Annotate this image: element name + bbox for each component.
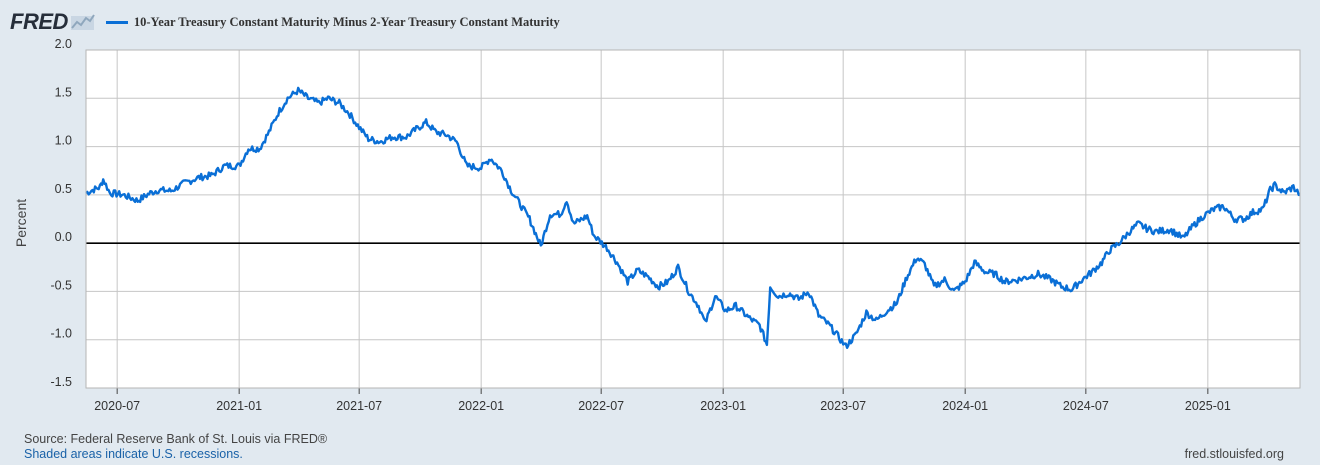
y-tick-label: 1.0 xyxy=(55,134,72,148)
chart-legend: 10-Year Treasury Constant Maturity Minus… xyxy=(105,14,560,30)
x-tick-label: 2022-07 xyxy=(578,399,624,413)
y-tick-label: -1.5 xyxy=(50,375,72,389)
y-tick-label: -1.0 xyxy=(50,327,72,341)
y-tick-label: 1.5 xyxy=(55,85,72,99)
y-tick-label: 2.0 xyxy=(55,37,72,51)
y-tick-label: 0.0 xyxy=(55,230,72,244)
trend-line-icon xyxy=(70,14,95,30)
x-tick-label: 2025-01 xyxy=(1185,399,1231,413)
source-note: Source: Federal Reserve Bank of St. Loui… xyxy=(24,432,328,446)
chart-header: FRED 10-Year Treasury Constant Maturity … xyxy=(10,8,560,36)
y-tick-label: 0.5 xyxy=(55,182,72,196)
x-tick-label: 2023-07 xyxy=(820,399,866,413)
legend-swatch xyxy=(105,20,128,24)
x-tick-label: 2021-07 xyxy=(336,399,382,413)
line-chart: 2.0 1.5 1.0 0.5 0.0 -0.5 -1.0 -1.5 2020-07 2021-0… xyxy=(13,37,1301,413)
recession-note[interactable]: Shaded areas indicate U.S. recessions. xyxy=(24,447,243,461)
plot-border xyxy=(85,49,1301,389)
x-tick-label: 2021-01 xyxy=(216,399,262,413)
series-line xyxy=(85,86,1300,349)
x-tick-label: 2023-01 xyxy=(700,399,746,413)
x-tick-label: 2020-07 xyxy=(94,399,140,413)
y-axis-title: Percent xyxy=(13,199,29,247)
fred-url[interactable]: fred.stlouisfed.org xyxy=(1184,447,1284,461)
legend-label: 10-Year Treasury Constant Maturity Minus… xyxy=(133,14,560,29)
x-tick-label: 2024-01 xyxy=(942,399,988,413)
fred-logo-text: FRED xyxy=(10,9,68,34)
x-tick-label: 2022-01 xyxy=(458,399,504,413)
y-tick-label: -0.5 xyxy=(50,278,72,292)
plot-area xyxy=(86,50,1300,388)
x-tick-label: 2024-07 xyxy=(1063,399,1109,413)
fred-logo[interactable]: FRED xyxy=(10,9,96,35)
